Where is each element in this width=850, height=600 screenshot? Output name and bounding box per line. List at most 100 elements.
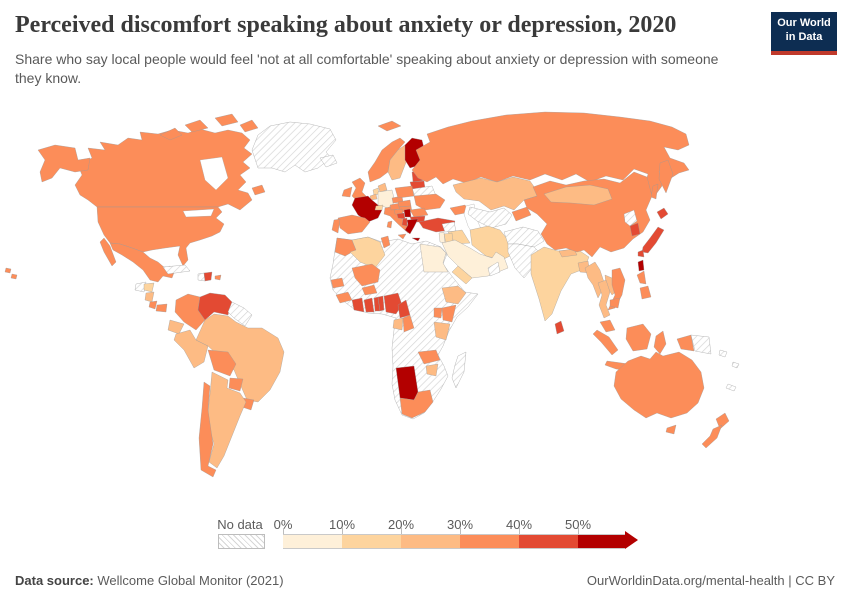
country-bosnia[interactable]: [396, 212, 406, 220]
country-ukraine[interactable]: [413, 193, 446, 211]
country-japan-hokkaido[interactable]: [656, 207, 669, 220]
country-zimbabwe[interactable]: [425, 363, 439, 377]
country-mali[interactable]: [351, 263, 381, 287]
country-israel[interactable]: [438, 231, 446, 244]
legend-no-data-swatch[interactable]: [218, 534, 265, 549]
country-canada[interactable]: [74, 128, 253, 211]
country-ecuador[interactable]: [167, 319, 185, 335]
country-portugal[interactable]: [331, 218, 341, 234]
country-italy-sicily[interactable]: [397, 233, 407, 240]
country-guyanas[interactable]: [227, 301, 253, 327]
legend-bin-50-plus[interactable]: [578, 534, 625, 549]
country-benin[interactable]: [377, 295, 385, 312]
country-greece-crete[interactable]: [411, 237, 421, 242]
country-france[interactable]: [351, 195, 383, 223]
country-tanzania[interactable]: [433, 321, 451, 341]
country-norway-svalbard[interactable]: [377, 120, 402, 132]
country-kenya[interactable]: [441, 304, 457, 323]
country-mexico-baja[interactable]: [99, 237, 117, 267]
country-russia-sakhalin[interactable]: [650, 183, 659, 200]
country-taiwan[interactable]: [637, 259, 645, 272]
country-new-zealand-south[interactable]: [701, 424, 723, 449]
country-indonesia-sulawesi[interactable]: [653, 330, 667, 355]
legend-bin-10-20[interactable]: [342, 534, 401, 549]
country-russia-kamchatka[interactable]: [658, 159, 674, 194]
country-egypt[interactable]: [419, 243, 449, 273]
country-morocco[interactable]: [334, 237, 357, 257]
country-norway[interactable]: [367, 137, 406, 183]
owid-url-link[interactable]: OurWorldinData.org/mental-health: [586, 573, 785, 588]
country-canada-arctic-4[interactable]: [239, 119, 259, 133]
country-guatemala[interactable]: [134, 281, 147, 293]
legend-bin-40-50[interactable]: [519, 534, 578, 549]
country-canada-arctic-3[interactable]: [214, 113, 239, 127]
legend-bin-0-10[interactable]: [283, 534, 342, 549]
country-indonesia-borneo[interactable]: [625, 323, 652, 352]
country-japan-honshu[interactable]: [641, 226, 665, 254]
country-usa-hawaii-2[interactable]: [10, 273, 18, 280]
country-canada-arctic-2[interactable]: [184, 119, 209, 133]
country-panama[interactable]: [155, 303, 168, 313]
country-venezuela[interactable]: [197, 292, 233, 321]
country-vietnam[interactable]: [607, 267, 626, 311]
country-greenland[interactable]: [251, 121, 337, 173]
country-kazakhstan[interactable]: [452, 176, 538, 211]
country-russia[interactable]: [411, 111, 690, 198]
country-nicaragua[interactable]: [144, 291, 155, 303]
country-malaysia[interactable]: [599, 319, 616, 333]
country-tunisia[interactable]: [380, 235, 391, 249]
country-paraguay[interactable]: [228, 377, 244, 392]
country-sri-lanka[interactable]: [554, 320, 565, 335]
country-kyrgyzstan-tajikistan[interactable]: [511, 206, 532, 222]
country-oman[interactable]: [487, 261, 501, 277]
country-poland[interactable]: [394, 185, 415, 199]
country-south-africa[interactable]: [399, 389, 434, 419]
country-bolivia[interactable]: [207, 349, 237, 377]
country-south-korea[interactable]: [629, 222, 641, 237]
country-yemen[interactable]: [451, 265, 473, 285]
country-serbia[interactable]: [403, 208, 412, 218]
country-australia-tasmania[interactable]: [665, 424, 677, 435]
country-new-zealand-north[interactable]: [715, 412, 730, 430]
country-gabon[interactable]: [392, 317, 404, 331]
country-indonesia-sumatra[interactable]: [592, 329, 619, 356]
country-burkina-faso[interactable]: [361, 284, 378, 296]
country-canada-newfoundland[interactable]: [251, 184, 266, 196]
country-sweden[interactable]: [387, 144, 411, 181]
country-iceland[interactable]: [319, 154, 338, 168]
country-romania[interactable]: [409, 207, 429, 218]
country-mongolia[interactable]: [543, 184, 613, 206]
country-australia[interactable]: [613, 351, 705, 419]
country-italy-sardinia[interactable]: [386, 220, 393, 229]
country-nepal[interactable]: [558, 248, 578, 258]
country-ethiopia[interactable]: [441, 285, 467, 305]
country-congo[interactable]: [402, 314, 415, 333]
country-albania[interactable]: [401, 217, 408, 227]
country-philippines-mindanao[interactable]: [639, 285, 652, 300]
country-papua-new-guinea[interactable]: [690, 334, 712, 355]
country-denmark[interactable]: [377, 182, 388, 193]
country-ivory-coast[interactable]: [351, 297, 365, 313]
country-cambodia[interactable]: [609, 297, 621, 309]
country-greece[interactable]: [404, 218, 419, 235]
country-madagascar[interactable]: [451, 351, 467, 389]
country-indonesia-papua[interactable]: [676, 334, 695, 352]
country-canada-arctic-1[interactable]: [159, 127, 183, 141]
country-peru[interactable]: [173, 329, 209, 369]
country-haiti[interactable]: [197, 272, 206, 282]
country-cuba[interactable]: [162, 264, 191, 275]
country-iraq[interactable]: [447, 229, 471, 245]
country-japan-kyushu[interactable]: [637, 249, 645, 258]
country-chile[interactable]: [198, 381, 217, 478]
country-dominican-republic[interactable]: [203, 271, 213, 282]
legend-bin-30-40[interactable]: [460, 534, 519, 549]
country-senegal[interactable]: [330, 277, 345, 289]
country-costa-rica[interactable]: [148, 300, 158, 310]
country-uganda[interactable]: [433, 307, 443, 319]
country-usa-hawaii-1[interactable]: [4, 267, 12, 274]
legend-bin-20-30[interactable]: [401, 534, 460, 549]
country-zambia[interactable]: [417, 349, 441, 365]
owid-logo[interactable]: Our World in Data: [771, 12, 837, 55]
country-usa-alaska[interactable]: [37, 144, 91, 183]
country-ireland[interactable]: [341, 186, 353, 198]
